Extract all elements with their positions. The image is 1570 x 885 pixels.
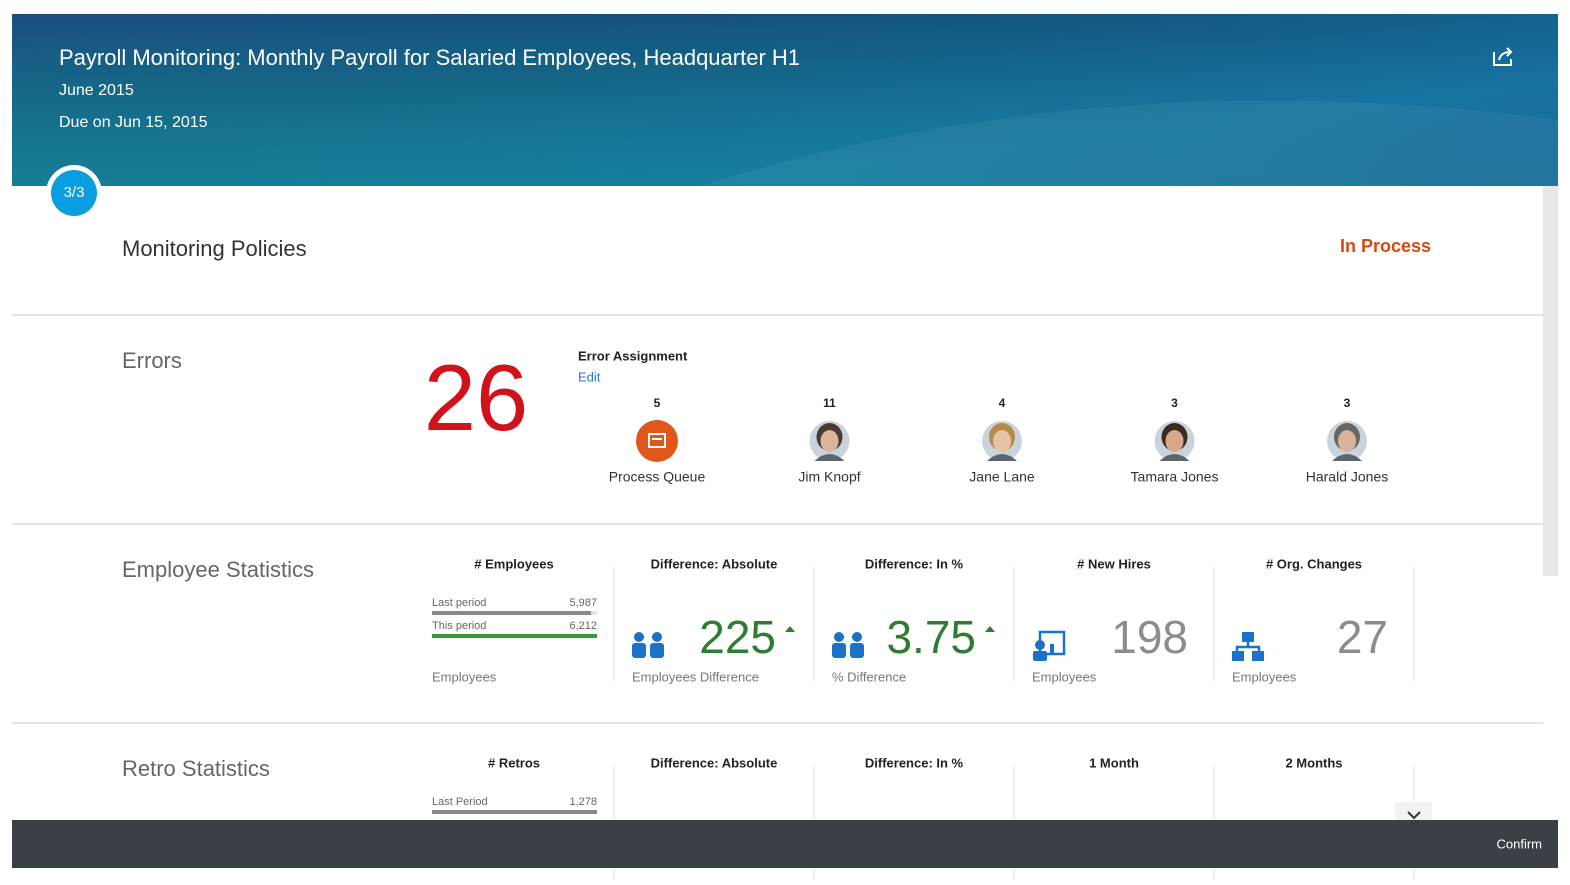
assignee-name: Process Queue <box>609 469 706 485</box>
assignee-count: 3 <box>1344 396 1351 410</box>
header-swoosh <box>700 100 1558 186</box>
avatar-body <box>1332 454 1362 461</box>
icon <box>1050 644 1054 654</box>
queue-icon <box>648 433 666 448</box>
section-title: Errors <box>122 348 182 373</box>
kpi-value: 27 <box>1337 611 1388 663</box>
row-bar <box>432 611 592 615</box>
tile-title: # Org. Changes <box>1266 556 1362 571</box>
footer <box>12 820 1558 868</box>
icon <box>634 632 644 642</box>
avatar-face <box>1165 430 1184 452</box>
confirm-button[interactable]: Confirm <box>1496 836 1542 851</box>
trend-arrow <box>985 626 995 632</box>
icon <box>652 632 662 642</box>
tile-title: 1 Month <box>1089 755 1139 770</box>
avatar-face <box>820 430 839 452</box>
tile-unit: Employees <box>432 669 497 684</box>
scrollbar[interactable] <box>1543 186 1558 576</box>
row-value: 5,987 <box>569 597 597 609</box>
step-label: 3/3 <box>64 184 85 201</box>
avatar-face <box>993 430 1011 452</box>
row-bar <box>432 810 597 814</box>
queue-avatar <box>636 420 678 462</box>
header-glow <box>12 14 1558 186</box>
tile-unit: % Difference <box>832 669 906 684</box>
error-count: 26 <box>424 345 529 450</box>
assignee-name: Harald Jones <box>1306 469 1389 485</box>
icon <box>1035 640 1045 650</box>
tile-title: # Retros <box>488 755 540 770</box>
next-button[interactable] <box>1395 802 1432 820</box>
avatar-body <box>987 454 1017 461</box>
kpi-value: 3.75 <box>886 611 976 663</box>
kpi-value: 198 <box>1111 611 1188 663</box>
icon <box>1232 651 1244 661</box>
header-period: June 2015 <box>59 82 134 99</box>
share-button[interactable] <box>1493 47 1513 66</box>
icon <box>834 632 844 642</box>
section-title: Retro Statistics <box>122 756 270 781</box>
edit-link[interactable]: Edit <box>578 369 601 384</box>
row-label: This period <box>432 620 486 632</box>
section-title: Monitoring Policies <box>122 236 307 261</box>
step-badge <box>51 170 97 216</box>
assignee-count: 5 <box>654 396 661 410</box>
assignment-title: Error Assignment <box>578 348 688 363</box>
tile-unit: Employees Difference <box>632 669 759 684</box>
row-label: Last period <box>432 597 486 609</box>
kpi-value: 225 <box>699 611 776 663</box>
icon <box>650 643 664 658</box>
assignee-name: Jane Lane <box>969 469 1035 485</box>
header-title: Payroll Monitoring: Monthly Payroll for … <box>59 45 800 70</box>
avatar-body <box>1159 454 1190 461</box>
tile-title: # New Hires <box>1077 556 1151 571</box>
tile-title: 2 Months <box>1285 755 1342 770</box>
assignee-count: 4 <box>999 396 1006 410</box>
row-value: 6,212 <box>569 620 597 632</box>
avatar-body <box>814 454 845 461</box>
section-title: Employee Statistics <box>122 557 314 582</box>
row-label: Last Period <box>432 796 488 808</box>
icon <box>1235 642 1261 651</box>
tile-unit: Employees <box>1232 669 1297 684</box>
avatar-face <box>1338 430 1356 452</box>
tile-title: Difference: In % <box>865 556 964 571</box>
trend-arrow <box>785 626 795 632</box>
header-due: Due on Jun 15, 2015 <box>59 114 208 131</box>
status: In Process <box>1340 236 1431 256</box>
icon <box>832 643 846 658</box>
icon <box>632 643 646 658</box>
tile-title: Difference: Absolute <box>651 755 778 770</box>
icon <box>852 632 862 642</box>
next-icon <box>1407 811 1421 820</box>
assignee-name: Jim Knopf <box>798 469 860 485</box>
icon <box>1252 651 1264 661</box>
assignee-count: 3 <box>1171 396 1178 410</box>
icon <box>850 643 864 658</box>
row-bar <box>432 634 597 638</box>
content-bg <box>12 186 1558 820</box>
row-value: 1,278 <box>569 796 597 808</box>
assignee-name: Tamara Jones <box>1131 469 1219 485</box>
icon <box>1033 651 1047 661</box>
assignee-count: 11 <box>823 396 836 410</box>
tile-title: Difference: In % <box>865 755 964 770</box>
tile-title: Difference: Absolute <box>651 556 778 571</box>
tile-title: # Employees <box>474 556 554 571</box>
icon <box>1242 632 1254 642</box>
tile-unit: Employees <box>1032 669 1097 684</box>
